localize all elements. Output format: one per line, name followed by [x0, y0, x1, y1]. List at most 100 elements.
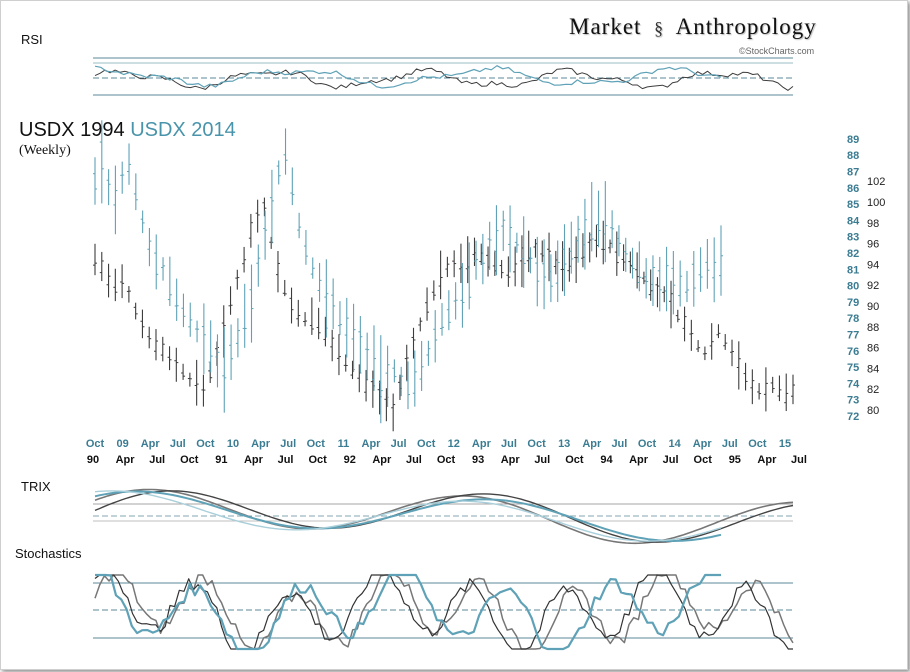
y-tick-label-1994: 84 — [867, 363, 879, 375]
x-tick-label-2014: Jul — [722, 438, 738, 450]
x-tick-label-2014: Apr — [582, 438, 602, 450]
x-tick-label-1994: 90 — [87, 454, 99, 466]
x-tick-label-1994: Oct — [180, 454, 199, 466]
y-tick-label-2014: 87 — [847, 167, 859, 179]
y-tick-label-2014: 89 — [847, 134, 859, 146]
x-tick-label-2014: Apr — [693, 438, 713, 450]
y-tick-label-2014: 80 — [847, 281, 859, 293]
y-tick-label-2014: 78 — [847, 313, 859, 325]
y-tick-label-2014: 74 — [847, 378, 860, 390]
brand-left: Market — [569, 14, 642, 39]
x-tick-label-2014: 13 — [558, 438, 570, 450]
y-tick-label-1994: 90 — [867, 301, 879, 313]
y-tick-label-2014: 85 — [847, 199, 859, 211]
rsi-line-2014 — [94, 65, 722, 89]
y-tick-label-2014: 81 — [847, 264, 859, 276]
trix-line-2014-signal — [94, 490, 722, 542]
y-tick-label-2014: 84 — [847, 215, 860, 227]
y-tick-label-1994: 86 — [867, 343, 879, 355]
x-tick-label-1994: Jul — [791, 454, 807, 466]
y-tick-label-1994: 96 — [867, 239, 879, 251]
title-1994: USDX 1994 — [19, 119, 125, 141]
x-tick-label-1994: 94 — [600, 454, 613, 466]
x-tick-label-1994: Jul — [663, 454, 679, 466]
y-tick-label-2014: 82 — [847, 248, 859, 260]
y-tick-label-2014: 79 — [847, 297, 859, 309]
y-tick-label-1994: 80 — [867, 405, 879, 417]
x-tick-label-2014: 14 — [668, 438, 681, 450]
stoch-label: Stochastics — [15, 546, 82, 561]
y-tick-label-2014: 88 — [847, 150, 859, 162]
x-tick-label-2014: 10 — [227, 438, 239, 450]
x-tick-label-2014: Oct — [86, 438, 105, 450]
trix-label: TRIX — [21, 479, 51, 494]
brand-right: Anthropology — [675, 14, 817, 39]
x-tick-label-1994: 95 — [729, 454, 741, 466]
x-tick-label-1994: Jul — [149, 454, 165, 466]
x-tick-label-2014: Apr — [251, 438, 271, 450]
x-tick-label-2014: 15 — [779, 438, 791, 450]
x-tick-label-2014: Jul — [280, 438, 296, 450]
y-tick-label-1994: 102 — [867, 176, 885, 188]
x-tick-label-2014: Apr — [362, 438, 382, 450]
x-tick-label-2014: Jul — [391, 438, 407, 450]
copyright: ©StockCharts.com — [739, 46, 815, 56]
x-tick-label-1994: 92 — [344, 454, 356, 466]
y-tick-label-1994: 94 — [867, 259, 879, 271]
trix-line-2014 — [94, 490, 722, 542]
x-tick-label-1994: Jul — [534, 454, 550, 466]
stoch-line-2014 — [95, 573, 721, 651]
rsi-label: RSI — [21, 32, 43, 47]
x-tick-label-2014: Oct — [307, 438, 326, 450]
trix-line-1994 — [94, 488, 794, 545]
x-tick-label-2014: 09 — [116, 438, 128, 450]
x-tick-label-1994: 93 — [472, 454, 484, 466]
x-tick-label-1994: 91 — [215, 454, 227, 466]
y-tick-label-2014: 77 — [847, 330, 859, 342]
x-tick-label-1994: Oct — [437, 454, 456, 466]
x-tick-label-1994: Apr — [116, 454, 136, 466]
x-tick-label-1994: Oct — [308, 454, 327, 466]
brand-logo: Market § Anthropology — [569, 14, 817, 40]
x-tick-label-1994: Apr — [372, 454, 392, 466]
x-tick-label-2014: 11 — [338, 438, 350, 450]
y-tick-label-1994: 88 — [867, 322, 879, 334]
stoch-line-1994-signal — [94, 574, 793, 650]
y-tick-label-2014: 72 — [847, 411, 859, 423]
x-tick-label-2014: Jul — [611, 438, 627, 450]
title-2014: USDX 2014 — [130, 119, 236, 141]
x-tick-label-2014: Apr — [141, 438, 161, 450]
y-tick-label-1994: 82 — [867, 384, 879, 396]
x-tick-label-2014: Oct — [417, 438, 436, 450]
x-tick-label-1994: Jul — [278, 454, 294, 466]
y-tick-label-2014: 73 — [847, 395, 859, 407]
chart-subtitle: (Weekly) — [19, 143, 71, 158]
x-tick-label-2014: 12 — [448, 438, 460, 450]
x-tick-label-1994: Apr — [501, 454, 521, 466]
dna-icon: § — [654, 18, 665, 38]
x-tick-label-2014: Apr — [472, 438, 492, 450]
x-tick-label-2014: Oct — [527, 438, 546, 450]
y-tick-label-2014: 76 — [847, 346, 859, 358]
x-tick-label-2014: Oct — [638, 438, 657, 450]
chart-title: USDX 1994 USDX 2014 — [19, 119, 236, 142]
x-tick-label-1994: Jul — [406, 454, 422, 466]
y-tick-label-2014: 83 — [847, 232, 859, 244]
x-tick-label-1994: Oct — [694, 454, 713, 466]
y-tick-label-1994: 92 — [867, 280, 879, 292]
x-tick-label-2014: Oct — [748, 438, 767, 450]
x-tick-label-1994: Apr — [757, 454, 777, 466]
x-tick-label-1994: Oct — [565, 454, 584, 466]
y-tick-label-1994: 100 — [867, 197, 885, 209]
y-tick-label-1994: 98 — [867, 218, 879, 230]
y-tick-label-2014: 86 — [847, 183, 859, 195]
x-tick-label-2014: Jul — [501, 438, 517, 450]
x-tick-label-1994: Apr — [244, 454, 264, 466]
x-tick-label-2014: Jul — [170, 438, 186, 450]
x-tick-label-1994: Apr — [629, 454, 649, 466]
x-tick-label-2014: Oct — [196, 438, 215, 450]
y-tick-label-2014: 75 — [847, 362, 859, 374]
rsi-line-1994 — [94, 67, 794, 91]
